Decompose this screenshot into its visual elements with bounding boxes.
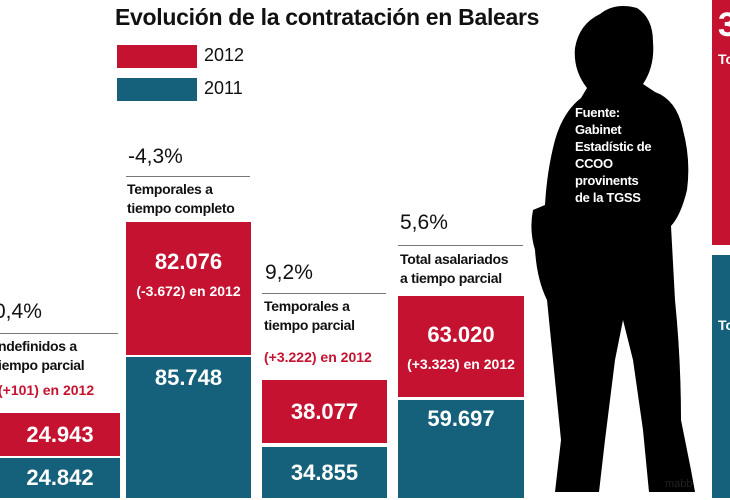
bar-2011: 24.842 xyxy=(0,458,120,498)
bar-2011: 34.855 xyxy=(262,447,387,498)
source-note: Fuente: Gabinet Estadístic de CCOO provinent… xyxy=(575,105,652,205)
bar-2011: 59.697 xyxy=(398,400,524,498)
category-label: ndefinidos a iempo parcial xyxy=(0,338,85,373)
change-label: (+3.222) en 2012 xyxy=(264,349,372,365)
right-panel-2012: 3 To xyxy=(712,0,730,245)
worker-silhouette-icon xyxy=(531,6,695,492)
category-label: Temporales a tiempo completo xyxy=(127,181,235,216)
right-panel-2011: To xyxy=(712,255,730,498)
legend-label-2011: 2011 xyxy=(204,78,243,98)
divider xyxy=(262,293,386,294)
chart-title: Evolución de la contratación en Balears xyxy=(115,4,540,30)
legend-swatch-2011 xyxy=(117,78,197,101)
change-label: (+101) en 2012 xyxy=(0,382,95,398)
bar-2012: 82.076 (-3.672) en 2012 xyxy=(126,222,251,355)
legend-swatch-2012 xyxy=(117,45,197,68)
pct-change: 5,6% xyxy=(400,211,448,234)
legend-label-2012: 2012 xyxy=(204,45,245,65)
bar-2011: 85.748 xyxy=(126,357,251,498)
pct-change: 0,4% xyxy=(0,300,42,323)
pct-change: -4,3% xyxy=(128,145,183,168)
category-label: Total asalariados a tiempo parcial xyxy=(400,251,509,286)
bar-2012: 38.077 xyxy=(262,380,387,443)
credit: mabb xyxy=(665,478,693,490)
divider xyxy=(0,333,118,334)
bar-2012: 63.020 (+3.323) en 2012 xyxy=(398,296,524,397)
pct-change: 9,2% xyxy=(265,261,313,284)
bar-2012: 24.943 xyxy=(0,413,120,456)
divider xyxy=(398,245,523,246)
divider xyxy=(126,176,250,177)
category-label: Temporales a tiempo parcial xyxy=(264,298,355,333)
